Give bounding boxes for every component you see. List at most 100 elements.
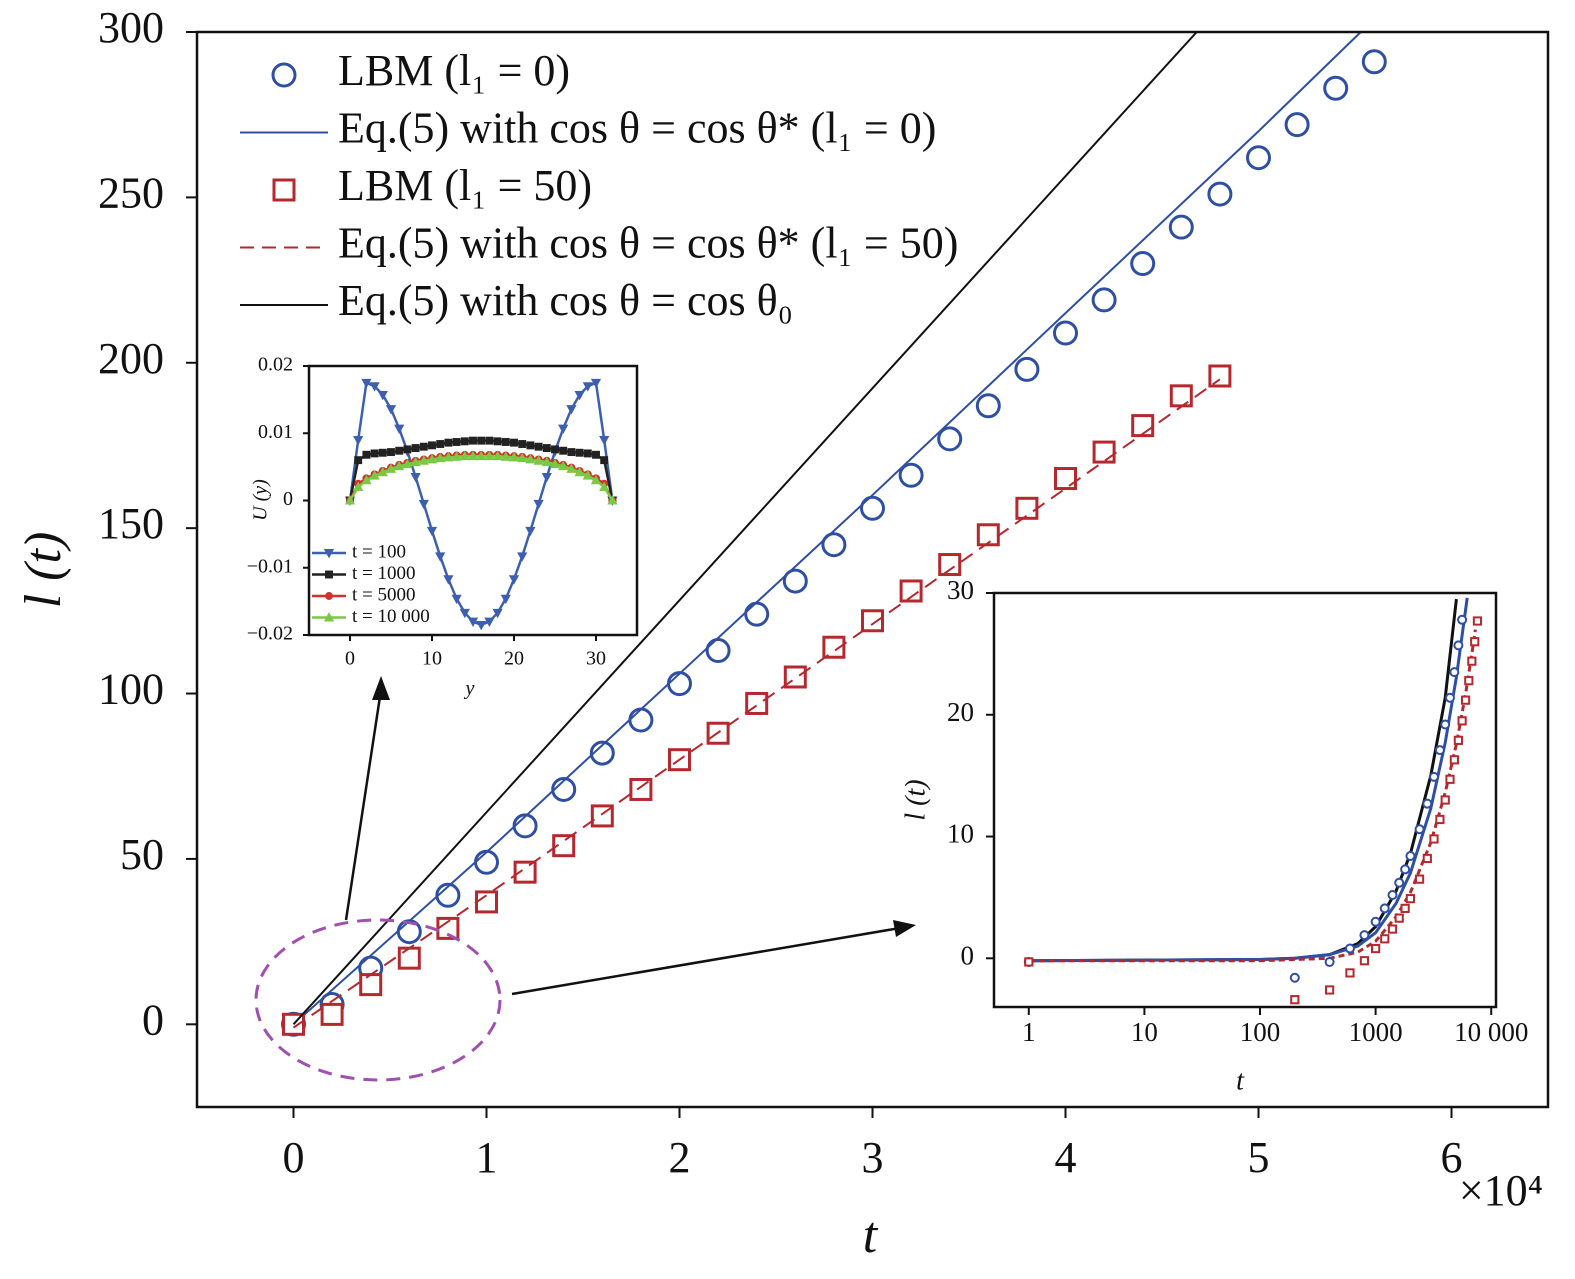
plot-frame xyxy=(307,364,639,637)
y-axis-label: l (t) xyxy=(900,779,931,820)
point xyxy=(566,405,577,415)
point xyxy=(359,973,383,997)
point xyxy=(1345,968,1355,978)
point xyxy=(353,436,364,446)
point xyxy=(1394,877,1405,888)
point xyxy=(574,466,585,477)
plot-area xyxy=(994,593,1496,1007)
point xyxy=(395,446,404,455)
point xyxy=(451,594,462,605)
point xyxy=(1414,874,1425,884)
point xyxy=(1131,414,1155,438)
point xyxy=(1449,755,1459,765)
point xyxy=(607,495,618,505)
point xyxy=(525,526,536,537)
y-tick-label: 150 xyxy=(98,499,164,548)
x-axis-label: t xyxy=(863,1207,879,1264)
point xyxy=(1472,616,1483,626)
y-tick-label: −0.02 xyxy=(247,623,293,645)
legend-marker xyxy=(325,570,333,579)
x-tick-label: 6 xyxy=(1441,1133,1463,1182)
point xyxy=(1323,75,1349,101)
point xyxy=(435,452,446,463)
x-tick-label: 2 xyxy=(669,1133,691,1182)
x-tick-label: 1 xyxy=(476,1133,498,1182)
plot-frame xyxy=(992,591,1498,1009)
point xyxy=(410,456,421,467)
point xyxy=(518,440,527,448)
series-line xyxy=(292,378,1221,1029)
point xyxy=(1405,851,1416,862)
point xyxy=(510,438,518,447)
point xyxy=(628,707,654,733)
y-axis-label: U (y) xyxy=(250,479,272,521)
y-tick-label: 30 xyxy=(947,575,974,605)
point xyxy=(443,452,454,462)
point xyxy=(899,579,923,603)
overlay xyxy=(254,676,916,1082)
point xyxy=(860,495,885,521)
point xyxy=(1400,903,1410,913)
point xyxy=(1464,676,1474,686)
point xyxy=(443,575,454,585)
point xyxy=(508,575,520,585)
point xyxy=(552,834,576,858)
point xyxy=(1208,364,1232,388)
point xyxy=(418,499,429,510)
point xyxy=(1246,145,1271,171)
point xyxy=(582,382,593,392)
series-line xyxy=(1028,629,1477,963)
series-line xyxy=(292,31,1198,1025)
point xyxy=(1470,637,1480,647)
point xyxy=(1054,467,1077,491)
point xyxy=(370,449,379,458)
legend-label: LBM (l₁ = 0) xyxy=(338,46,570,95)
y-tick-label: 0 xyxy=(283,488,293,510)
point xyxy=(402,458,413,469)
point xyxy=(599,481,610,491)
point xyxy=(526,441,535,450)
point xyxy=(1053,320,1078,346)
legend-marker xyxy=(323,549,335,559)
point xyxy=(410,473,421,483)
y-tick-label: 250 xyxy=(98,168,164,217)
point xyxy=(320,1002,344,1026)
point xyxy=(459,450,470,461)
point xyxy=(1440,795,1450,805)
x-tick-label: 4 xyxy=(1055,1133,1077,1182)
point xyxy=(512,813,538,839)
point xyxy=(1429,834,1439,844)
x-tick-label: 3 xyxy=(862,1133,884,1182)
point xyxy=(705,638,731,664)
arrowhead xyxy=(893,920,916,937)
point xyxy=(1361,49,1387,75)
point xyxy=(1284,112,1310,138)
point xyxy=(419,442,428,451)
point xyxy=(369,382,380,392)
x-tick-label: 10 xyxy=(1131,1017,1158,1047)
legend-label: t = 100 xyxy=(352,541,406,562)
point xyxy=(474,849,499,875)
legend-marker xyxy=(272,178,296,202)
point xyxy=(426,526,438,537)
point xyxy=(541,456,552,467)
point xyxy=(1359,930,1370,941)
point xyxy=(551,445,559,454)
y-tick-label: 0 xyxy=(142,995,164,1044)
legend-marker xyxy=(323,612,335,622)
point xyxy=(418,455,429,465)
point xyxy=(1422,798,1433,809)
point xyxy=(484,450,495,461)
point xyxy=(1344,943,1355,954)
point xyxy=(574,390,585,401)
point xyxy=(1290,995,1300,1005)
point xyxy=(541,473,552,483)
legend-label: Eq.(5) with cos θ = cos θ₀ xyxy=(338,276,793,325)
y-tick-label: 20 xyxy=(947,697,974,727)
point xyxy=(821,532,847,558)
legend-marker xyxy=(271,62,297,88)
point xyxy=(1387,889,1398,900)
point xyxy=(542,444,551,452)
point xyxy=(667,671,692,697)
